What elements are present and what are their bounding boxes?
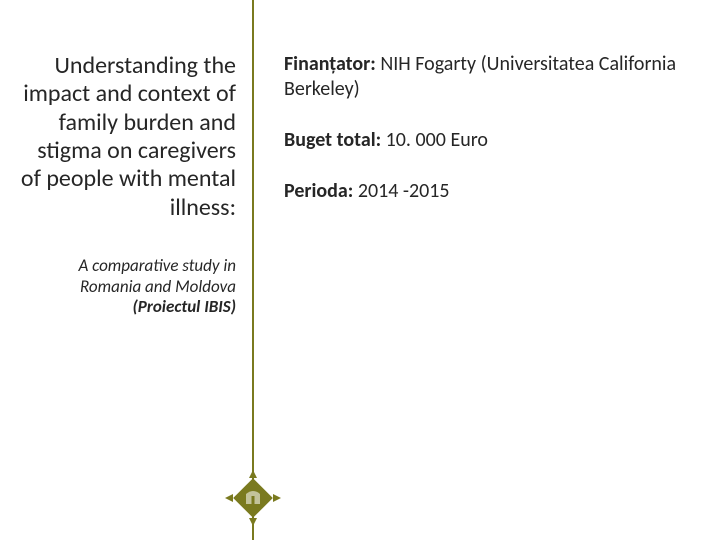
- left-column: Understanding the impact and context of …: [18, 52, 236, 318]
- subtitle-line-2: Romania and Moldova: [80, 276, 236, 297]
- info-budget-value: 10. 000 Euro: [381, 128, 488, 152]
- subtitle-line-3: (Proiectul IBIS): [133, 296, 237, 317]
- info-period: Perioda: 2014 -2015: [284, 179, 694, 204]
- subtitle-line-1: A comparative study in: [78, 255, 236, 276]
- project-title: Understanding the impact and context of …: [18, 52, 236, 222]
- info-budget-label: Buget total:: [284, 128, 381, 152]
- info-financer: Finanțator: NIH Fogarty (Universitatea C…: [284, 52, 694, 102]
- info-period-value: 2014 -2015: [353, 179, 449, 203]
- project-subtitle: A comparative study in Romania and Moldo…: [18, 256, 236, 318]
- slide: Understanding the impact and context of …: [0, 0, 720, 540]
- vertical-divider: [252, 0, 254, 540]
- institution-logo-icon: [225, 470, 281, 526]
- right-column: Finanțator: NIH Fogarty (Universitatea C…: [284, 52, 694, 230]
- info-budget: Buget total: 10. 000 Euro: [284, 128, 694, 153]
- info-period-label: Perioda:: [284, 179, 353, 203]
- info-financer-label: Finanțator:: [284, 52, 376, 76]
